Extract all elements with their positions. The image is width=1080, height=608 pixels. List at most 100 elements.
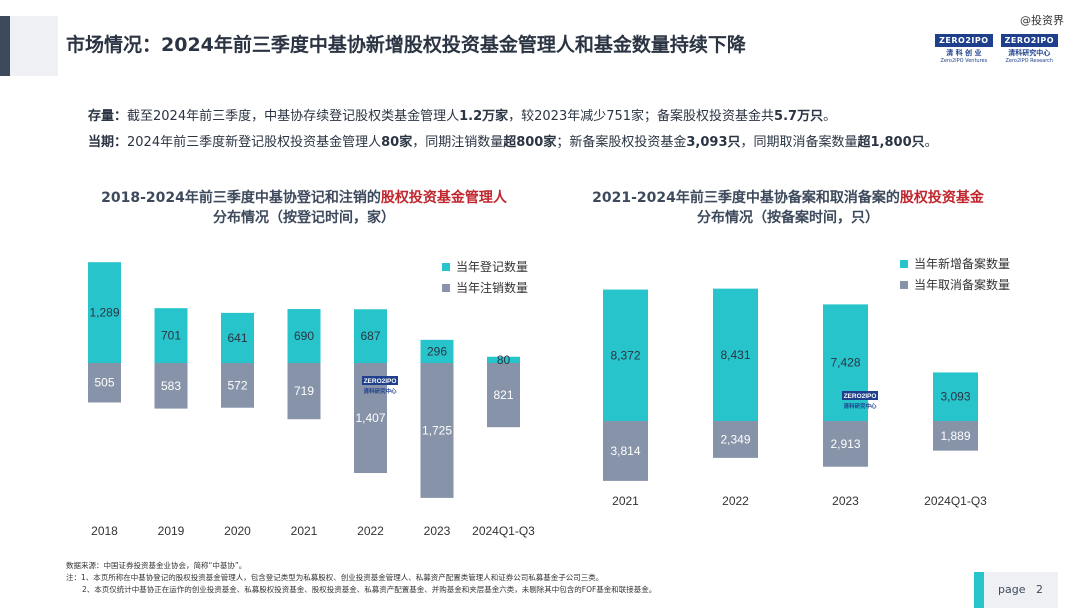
- chart1-category-2022: 2022: [357, 524, 384, 538]
- chart2-bar-registered-2024Q1-Q3: [933, 372, 978, 421]
- chart1-bar-cancelled-2021: [287, 363, 321, 420]
- chart1-bar-registered-2024Q1-Q3: [487, 356, 520, 363]
- chart1-category-2023: 2023: [424, 524, 451, 538]
- chart2-bar-cancelled-2023: [823, 421, 868, 467]
- period-text-2: ，同期注销数量: [412, 135, 504, 150]
- stock-text-3: 。: [823, 109, 837, 124]
- footnote-note-2: 2、本页仅统计中基协正在运作的创业投资基金、私募股权投资基金、股权投资基金、私募…: [82, 585, 657, 594]
- chart2-bar-cancelled-2024Q1-Q3: [933, 421, 978, 451]
- chart1-bar-registered-2022: [354, 309, 387, 363]
- chart2-label-cancelled-2022: 2,349: [720, 432, 750, 446]
- chart2-legend-cancelled: 当年取消备案数量: [914, 277, 1010, 292]
- stock-text-1: 截至2024年前三季度，中基协存续登记股权类基金管理人: [127, 109, 460, 124]
- chart1-label-registered-2024Q1-Q3: 80: [497, 353, 511, 367]
- chart1-label-registered-2019: 701: [161, 329, 181, 343]
- chart1-legend-registered: 当年登记数量: [456, 259, 528, 274]
- chart1-category-2019: 2019: [158, 524, 185, 538]
- chart1-category-2021: 2021: [291, 524, 318, 538]
- chart2-label-cancelled-2024Q1-Q3: 1,889: [940, 429, 970, 443]
- logo-group: ZERO2IPO 清 科 创 业 Zero2IPO Ventures ZERO2…: [935, 34, 1058, 64]
- chart1-bar-cancelled-2020: [221, 363, 254, 408]
- chart1-bar-cancelled-2024Q1-Q3: [487, 363, 520, 428]
- chart1-legend-swatch-registered: [442, 263, 450, 271]
- chart1-label-registered-2018: 1,289: [89, 306, 119, 320]
- period-label: 当期：: [88, 135, 128, 150]
- chart1-bar-registered-2020: [221, 312, 254, 363]
- period-bold-1: 80家: [381, 135, 413, 150]
- chart2-overlay-logo-cn: 清科研究中心: [843, 402, 877, 410]
- summary: 存量：截至2024年前三季度，中基协存续登记股权类基金管理人1.2万家，较202…: [88, 104, 938, 156]
- chart1-label-registered-2022: 687: [360, 329, 380, 343]
- watermark: @投资界: [1020, 14, 1064, 27]
- chart1-bar-registered-2023: [420, 339, 454, 363]
- chart2-bar-cancelled-2021: [603, 421, 648, 481]
- title-bar: 市场情况：2024年前三季度中基协新增股权投资基金管理人和基金数量持续下降 ZE…: [0, 16, 1080, 76]
- chart2-title-red: 股权投资基金: [899, 190, 984, 206]
- period-bold-3: 3,093只: [686, 135, 741, 150]
- chart1-overlay-logo-cn: 清科研究中心: [363, 387, 397, 395]
- logo-zero2ipo-ventures: ZERO2IPO 清 科 创 业 Zero2IPO Ventures: [935, 34, 993, 64]
- chart1-label-registered-2023: 296: [427, 344, 447, 358]
- chart1-title-a: 2018-2024年前三季度中基协登记和注销的: [101, 190, 381, 206]
- stock-label: 存量：: [88, 109, 128, 124]
- chart1-label-cancelled-2021: 719: [294, 384, 314, 398]
- summary-period: 当期：2024年前三季度新登记股权投资基金管理人80家，同期注销数量超800家；…: [88, 130, 938, 156]
- chart2-legend-swatch-cancelled: [900, 281, 908, 289]
- chart1-label-registered-2021: 690: [294, 329, 314, 343]
- page-accent: [974, 572, 984, 608]
- title-accent-dark: [0, 16, 10, 76]
- chart2-category-2023: 2023: [832, 494, 859, 508]
- chart1-bar-registered-2019: [154, 308, 188, 363]
- chart2-bar-registered-2023: [823, 304, 868, 421]
- page-number: 2: [1035, 583, 1043, 596]
- chart1-label-cancelled-2022: 1,407: [355, 411, 385, 425]
- footnotes: 数据来源：中国证券投资基金业协会，简称“中基协”。 注：1、本页所称在中基协登记…: [66, 560, 656, 596]
- chart2-bar-registered-2022: [713, 288, 758, 421]
- chart1-bar-registered-2018: [88, 262, 121, 363]
- chart1-bar-cancelled-2018: [88, 363, 121, 403]
- chart2-category-2024Q1-Q3: 2024Q1-Q3: [924, 494, 987, 508]
- chart2-legend-swatch-registered: [900, 260, 908, 268]
- chart2-category-2022: 2022: [722, 494, 749, 508]
- chart1-label-cancelled-2018: 505: [94, 376, 114, 390]
- period-bold-4: 超1,800只: [857, 135, 925, 150]
- chart2-label-registered-2021: 8,372: [610, 348, 640, 362]
- chart1-legend-cancelled: 当年注销数量: [456, 280, 528, 295]
- chart2-label-registered-2023: 7,428: [830, 356, 860, 370]
- chart2-category-2021: 2021: [612, 494, 639, 508]
- page-label: page: [998, 583, 1026, 596]
- chart2-label-registered-2024Q1-Q3: 3,093: [940, 390, 970, 404]
- page-title: 市场情况：2024年前三季度中基协新增股权投资基金管理人和基金数量持续下降: [66, 34, 746, 56]
- chart2-title: 2021-2024年前三季度中基协备案和取消备案的股权投资基金 分布情况（按备案…: [560, 188, 1016, 228]
- chart1-overlay-logo-text: ZERO2IPO: [364, 378, 397, 385]
- chart2-label-registered-2022: 8,431: [720, 348, 750, 362]
- chart1-label-cancelled-2024Q1-Q3: 821: [493, 388, 513, 402]
- stock-bold-1: 1.2万家: [459, 109, 509, 124]
- footnote-source: 数据来源：中国证券投资基金业协会，简称“中基协”。: [66, 561, 247, 570]
- period-text-4: ，同期取消备案数量: [740, 135, 858, 150]
- chart1-category-2020: 2020: [224, 524, 251, 538]
- summary-stock: 存量：截至2024年前三季度，中基协存续登记股权类基金管理人1.2万家，较202…: [88, 104, 938, 130]
- chart1-title-red: 股权投资基金管理人: [380, 190, 507, 206]
- chart2-label-cancelled-2021: 3,814: [610, 444, 640, 458]
- stock-bold-2: 5.7万只: [774, 109, 824, 124]
- chart1-bar-registered-2021: [287, 309, 321, 363]
- chart1-category-2018: 2018: [91, 524, 118, 538]
- chart2-title-a: 2021-2024年前三季度中基协备案和取消备案的: [592, 190, 900, 206]
- chart2-overlay-logo-text: ZERO2IPO: [844, 393, 877, 400]
- chart2-bar-cancelled-2022: [713, 421, 758, 458]
- chart1-bar-cancelled-2019: [154, 363, 188, 409]
- chart2-bar-registered-2021: [603, 289, 648, 421]
- title-accent-light: [10, 16, 58, 76]
- page-indicator: page 2: [974, 572, 1058, 608]
- footnote-note-1: 注：1、本页所称在中基协登记的股权投资基金管理人，包含登记类型为私募股权、创业投…: [66, 573, 604, 582]
- chart1-overlay-logo-box: [362, 376, 398, 385]
- chart1-category-2024Q1-Q3: 2024Q1-Q3: [472, 524, 535, 538]
- chart2-overlay-logo-box: [842, 391, 878, 400]
- period-bold-2: 超800家: [503, 135, 557, 150]
- stock-text-2: ，较2023年减少751家；备案股权投资基金共: [508, 109, 775, 124]
- chart1-label-cancelled-2019: 583: [161, 379, 181, 393]
- chart1-bar-cancelled-2023: [420, 363, 454, 498]
- chart1-title-line2: 分布情况（按登记时间，家）: [213, 210, 395, 226]
